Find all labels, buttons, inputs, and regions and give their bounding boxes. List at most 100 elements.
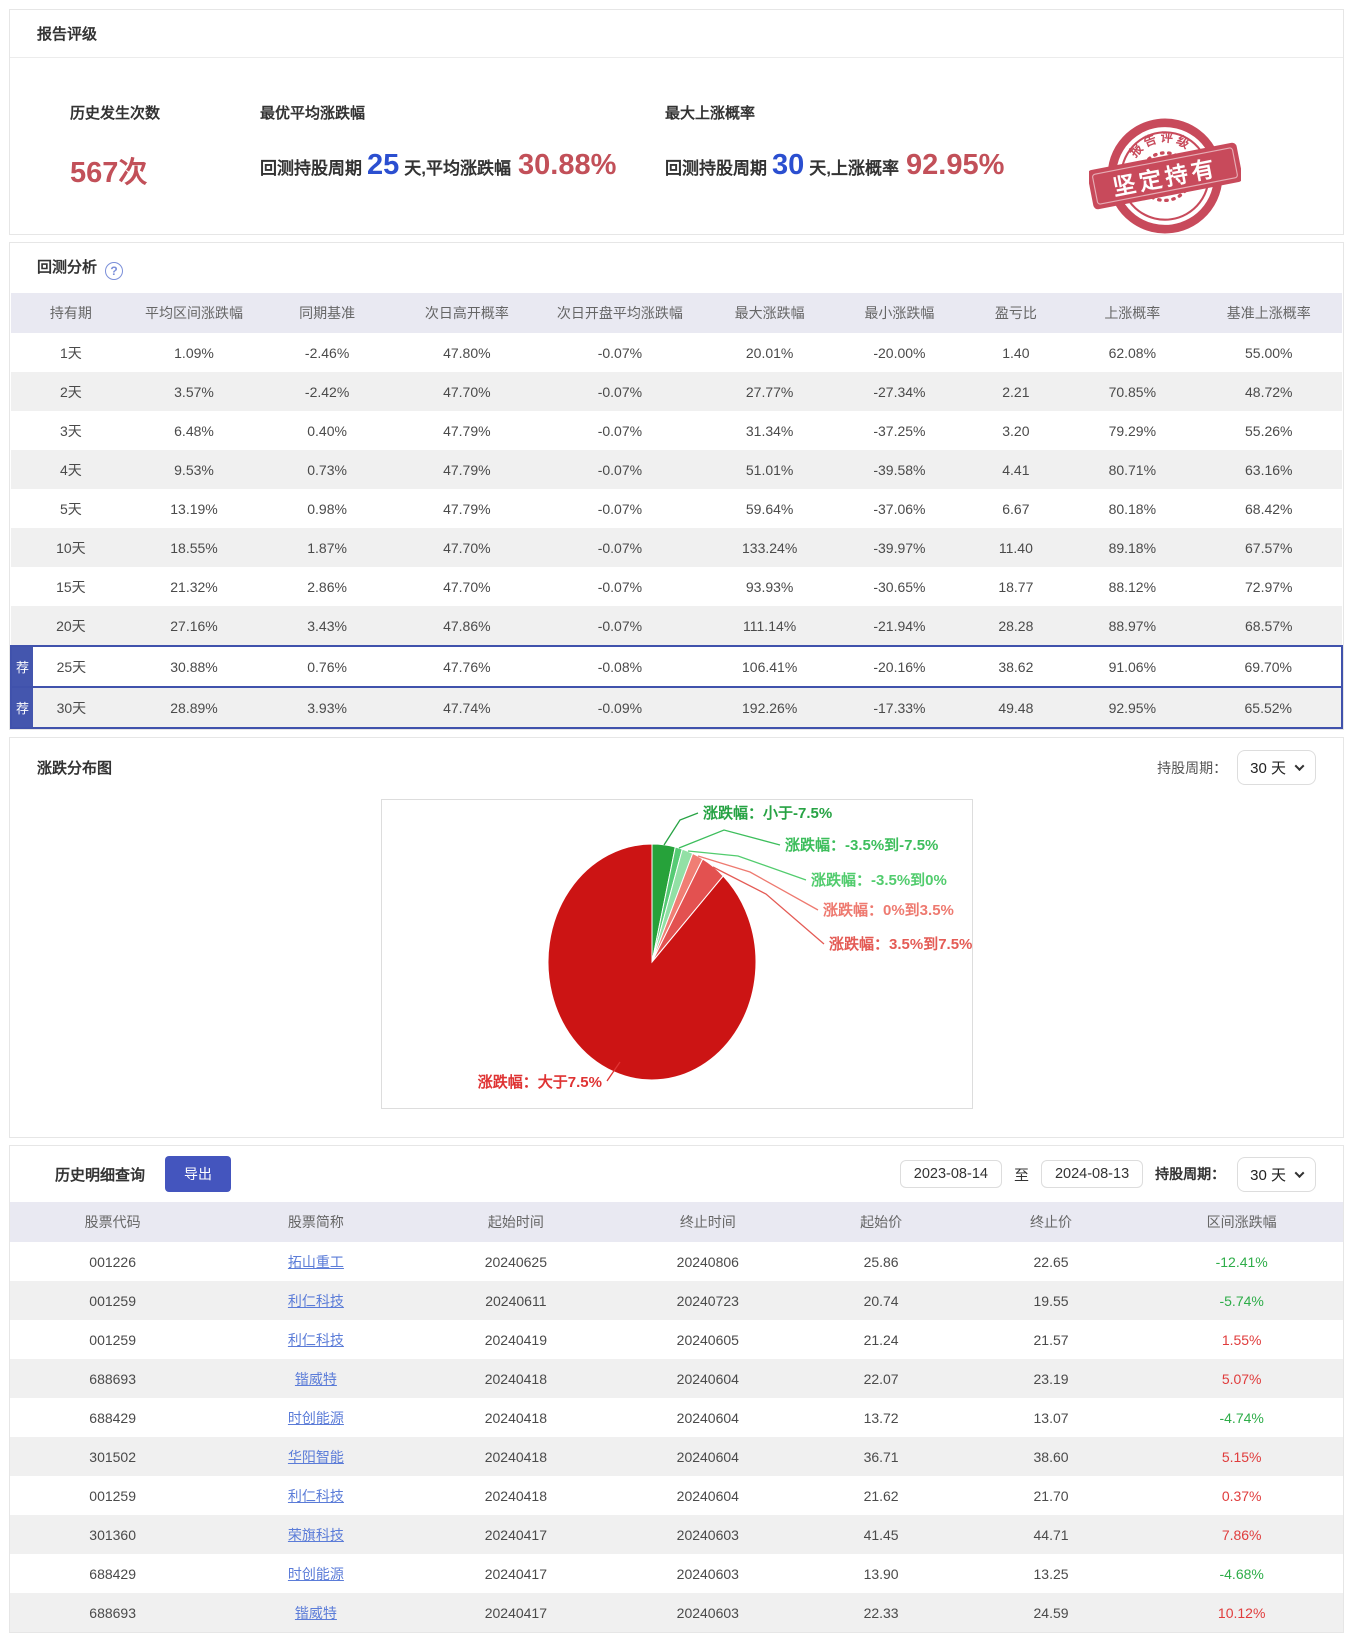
cell: 62.08% xyxy=(1108,344,1157,361)
cell: 20240604 xyxy=(676,1448,739,1465)
cell: 20天 xyxy=(56,617,86,634)
cell: 21.57 xyxy=(1033,1331,1069,1348)
cell: 0.40% xyxy=(307,422,347,439)
cell: 6.48% xyxy=(174,422,214,439)
stock-link[interactable]: 时创能源 xyxy=(287,1565,344,1582)
cell: 47.86% xyxy=(443,617,491,634)
cell: 3.43% xyxy=(307,617,347,634)
cell: 80.18% xyxy=(1108,500,1157,517)
stock-link[interactable]: 利仁科技 xyxy=(287,1331,344,1348)
rating-card-title: 报告评级 xyxy=(10,10,1343,58)
cell: 13.72 xyxy=(863,1409,899,1426)
backtest-row: 1天 1.09% -2.46% 47.80% -0.07% 20.01% -20.00% 1.… xyxy=(11,333,1342,372)
history-period-select[interactable]: 30 天 xyxy=(1237,1156,1316,1192)
cell: 时创能源 xyxy=(215,1554,416,1593)
cell: 20240418 xyxy=(484,1370,548,1387)
cell: 1.09% xyxy=(174,344,214,361)
cell: 5.07% xyxy=(1221,1370,1262,1387)
cell: 31.34% xyxy=(745,422,794,439)
history-period-label: 持股周期： xyxy=(1155,1166,1226,1182)
cell: 21.70 xyxy=(1033,1487,1069,1504)
cell: 4天 xyxy=(59,461,82,478)
column-header: 次日高开概率 xyxy=(396,293,537,333)
best-avg-value: 30.88% xyxy=(518,149,617,181)
export-button[interactable]: 导出 xyxy=(165,1156,232,1192)
cell: 2.86% xyxy=(307,578,347,595)
cell: 106.41% xyxy=(703,645,837,688)
column-header: 基准上涨概率 xyxy=(1195,293,1342,333)
backtest-row: 3天 6.48% 0.40% 47.79% -0.07% 31.34% -37.25% 3.2… xyxy=(11,411,1342,450)
cell: 19.55 xyxy=(1033,1292,1069,1309)
stat-max-prob: 最大上涨概率 回测持股周期 30 天,上涨概率 92.95% xyxy=(665,102,1095,198)
backtest-row: 5天 13.19% 0.98% 47.79% -0.07% 59.64% -37.06% 6.… xyxy=(11,489,1342,528)
max-prob-value: 92.95% xyxy=(906,149,1005,181)
column-header: 最小涨跌幅 xyxy=(836,293,963,333)
cell: 47.70% xyxy=(443,539,491,556)
backtest-table: 持有期 平均区间涨跌幅 同期基准 次日高开概率 次日开盘平均涨跌幅 最大涨跌幅 最小涨跌幅盈… xyxy=(10,293,1344,729)
cell: 6.67 xyxy=(1002,500,1030,517)
distribution-period-value: 30 天 xyxy=(1250,760,1286,777)
cell: 301502 xyxy=(89,1448,136,1465)
cell: 18.77 xyxy=(998,578,1034,595)
rating-stamp: 报告评级 坚定持有 xyxy=(1087,108,1243,249)
cell: -39.97% xyxy=(873,539,926,556)
history-period-value: 30 天 xyxy=(1250,1166,1286,1184)
column-header: 起始价 xyxy=(800,1202,962,1242)
cell: 72.97% xyxy=(1245,578,1293,595)
cell: -5.74% xyxy=(1219,1292,1264,1309)
stock-link[interactable]: 拓山重工 xyxy=(287,1253,344,1270)
cell: 48.72% xyxy=(1245,383,1293,400)
column-header: 次日开盘平均涨跌幅 xyxy=(536,293,704,333)
cell: 55.26% xyxy=(1245,422,1293,439)
cell: 24.59 xyxy=(1033,1604,1069,1621)
cell: 688693 xyxy=(89,1604,136,1621)
stock-link[interactable]: 锴威特 xyxy=(294,1604,337,1621)
history-row: 001259 利仁科技 20240418 20240604 21.62 21.70 0.37… xyxy=(10,1476,1343,1515)
cell: 荣旗科技 xyxy=(215,1515,416,1554)
stat-occurrences-value: 567次 xyxy=(70,157,148,189)
cell: 111.14% xyxy=(743,617,797,634)
backtest-title-text: 回测分析 xyxy=(37,259,98,276)
cell: 拓山重工 xyxy=(215,1242,416,1281)
cell: -0.07% xyxy=(597,422,643,439)
stock-link[interactable]: 利仁科技 xyxy=(287,1292,344,1309)
backtest-card: 回测分析? 持有期 平均区间涨跌幅 同期基准 次日高开概率 次日开盘平均涨跌幅 最大涨跌幅… xyxy=(9,242,1344,730)
stat-best-avg: 最优平均涨跌幅 回测持股周期 25 天,平均涨跌幅 30.88% xyxy=(260,102,665,198)
cell: 11.40 xyxy=(998,539,1033,556)
distribution-period-select[interactable]: 30 天 xyxy=(1237,750,1316,785)
cell: 47.74% xyxy=(396,686,537,729)
cell: -12.41% xyxy=(1215,1253,1268,1270)
date-from-input[interactable]: 2023-08-14 xyxy=(899,1160,1002,1188)
stock-link[interactable]: 荣旗科技 xyxy=(287,1526,344,1543)
backtest-card-title: 回测分析? xyxy=(10,243,1343,293)
cell: 0.98% xyxy=(307,500,347,517)
label-leader-line xyxy=(697,855,818,911)
help-icon[interactable]: ? xyxy=(105,262,124,280)
cell: 20240418 xyxy=(484,1409,548,1426)
cell: 44.71 xyxy=(1033,1526,1069,1543)
label-leader-line xyxy=(662,812,698,846)
label-leader-line xyxy=(712,866,824,945)
stock-link[interactable]: 锴威特 xyxy=(294,1370,337,1387)
cell: 15天 xyxy=(56,578,86,595)
date-to-input[interactable]: 2024-08-13 xyxy=(1040,1160,1144,1188)
stock-link[interactable]: 时创能源 xyxy=(287,1409,344,1426)
cell: 63.16% xyxy=(1245,461,1293,478)
column-header: 同期基准 xyxy=(257,293,397,333)
cell: -2.46% xyxy=(304,344,350,361)
history-title: 历史明细查询 xyxy=(55,1166,146,1184)
cell: -0.07% xyxy=(597,500,643,517)
best-avg-days: 25 xyxy=(367,149,400,181)
pie-label: 涨跌幅：-3.5%到-7.5% xyxy=(785,836,938,854)
cell: 80.71% xyxy=(1108,461,1157,478)
stock-link[interactable]: 利仁科技 xyxy=(287,1487,344,1504)
cell: 47.70% xyxy=(443,578,491,595)
pie-label: 涨跌幅：大于7.5% xyxy=(477,1073,601,1091)
stock-link[interactable]: 华阳智能 xyxy=(287,1448,344,1465)
history-card: 历史明细查询 导出 2023-08-14 至 2024-08-13 持股周期： … xyxy=(9,1145,1344,1633)
stat-occurrences: 历史发生次数 567次 xyxy=(70,102,260,198)
cell: 36.71 xyxy=(863,1448,899,1465)
cell: -0.07% xyxy=(597,344,643,361)
cell: 70.85% xyxy=(1108,383,1157,400)
cell: 1天 xyxy=(59,344,82,361)
